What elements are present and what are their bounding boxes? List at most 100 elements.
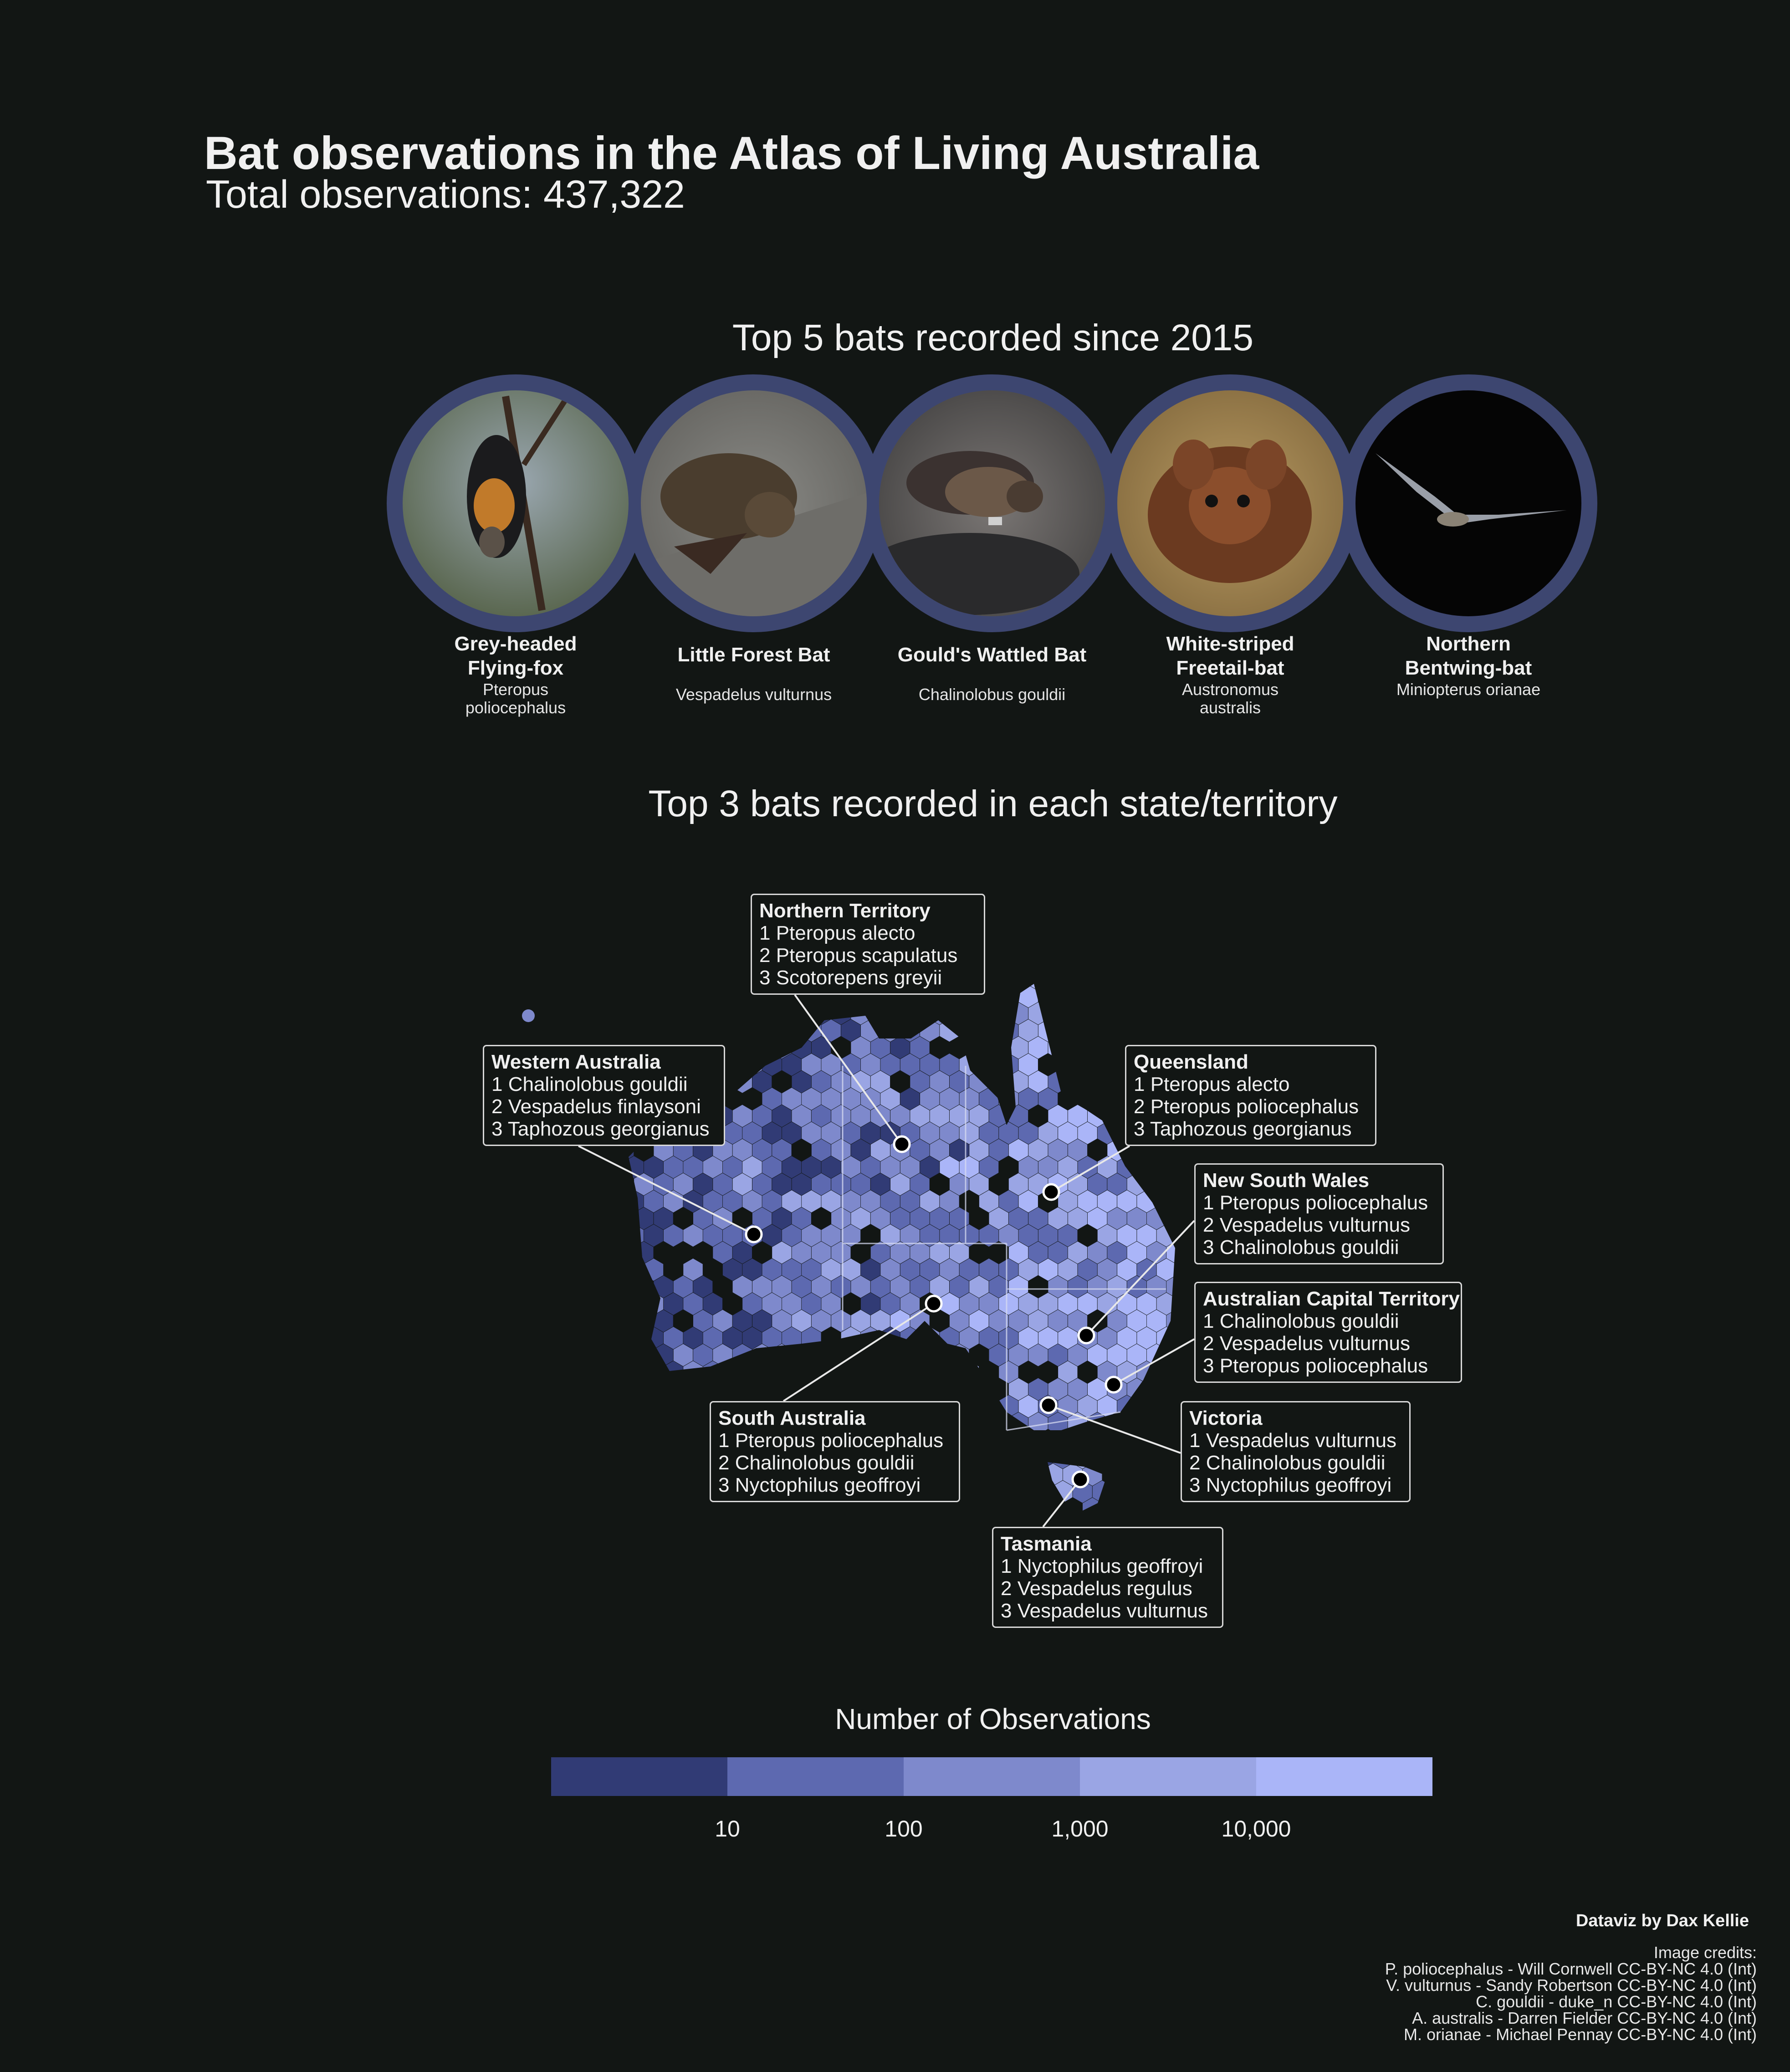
hex-cell [1107,1275,1127,1298]
hex-cell [1088,1070,1107,1093]
hex-cell [1018,1259,1038,1281]
state-name: New South Wales [1203,1169,1370,1192]
hex-cell [1146,1173,1166,1196]
hex-cell [732,1070,752,1093]
hex-cell [782,1259,802,1281]
hex-cell [821,1361,841,1383]
state-name: Queensland [1134,1051,1248,1073]
hex-cell [1127,1310,1147,1332]
hex-cell [861,1190,880,1213]
hex-cell [1088,1275,1107,1298]
hex-cell [969,1412,989,1430]
state-callout: Northern Territory 1 Pteropus alecto 2 Pte… [751,894,985,995]
hex-cell [880,1190,900,1213]
hex-cell [1146,1241,1166,1264]
hex-cell [792,1173,811,1196]
hex-cell [1018,1224,1038,1247]
hex-cell [1048,1036,1068,1059]
hex-cell [802,1054,821,1076]
state-marker [1105,1376,1123,1394]
hex-cell [1058,1122,1078,1144]
leader-lines [578,994,1195,1528]
hex-cell [989,1002,1008,1025]
legend-tick-label: 10,000 [1221,1816,1291,1842]
hex-cell [851,1275,870,1298]
hex-cell [713,1002,732,1025]
hex-cell [880,1224,900,1247]
hex-cell [1058,1395,1078,1417]
hex-cell [959,1361,979,1383]
state-species-item: 2 Vespadelus vulturnus [1203,1214,1410,1236]
hex-cell [703,985,723,1008]
hex-cell [1088,1002,1107,1025]
hex-cell [1048,1480,1053,1503]
hex-cell [1127,1344,1147,1366]
legend-tick-label: 1,000 [1051,1816,1109,1842]
hex-cell [1058,985,1078,1008]
hex-cell [920,1224,940,1247]
legend-tick-label: 10 [715,1816,740,1842]
hex-cell [1018,1395,1038,1417]
hex-cell [940,1224,959,1247]
hex-cell [742,1019,762,1042]
hex-grid [629,984,1175,1430]
hex-cell [979,1054,999,1076]
state-species-item: 1 Chalinolobus gouldii [1203,1310,1399,1332]
hex-cell [959,1293,979,1315]
hex-cell [949,1207,969,1230]
state-marker [893,1135,911,1153]
state-callout: New South Wales 1 Pteropus poliocephalus 2… [1194,1163,1444,1264]
hex-cell [782,1156,802,1178]
hex-cell [762,1293,782,1315]
hex-cell [870,1002,890,1025]
hex-cell [1038,1224,1058,1247]
hex-cell [949,1139,969,1161]
hex-cell [782,1293,802,1315]
hex-cell [742,1259,762,1281]
hex-cell [979,1122,999,1144]
hex-cell [693,1310,713,1332]
hex-cell [1068,1207,1088,1230]
hex-cell [792,1310,811,1332]
hex-cell [910,1105,930,1127]
hex-cell [634,984,654,991]
hex-cell [851,1105,870,1127]
hex-cell [1068,1275,1088,1298]
hex-cell [664,1156,683,1178]
hex-cell [1097,985,1117,1008]
hex-cell [1107,1070,1127,1093]
hex-cell [989,1036,1008,1059]
hex-cell [1127,1412,1147,1430]
hex-cell [782,1054,802,1076]
hex-cell [900,1361,920,1383]
image-credit-line: P. poliocephalus - Will Cornwell CC-BY-N… [1385,1959,1757,1978]
hex-cell [1127,1241,1147,1264]
hex-cell [880,1293,900,1315]
hex-cell [673,1378,693,1401]
hex-cell [1137,1293,1156,1315]
hex-cell [949,1310,969,1332]
hex-cell [1107,984,1127,991]
hex-cell [1137,1395,1156,1417]
hex-cell [629,1241,634,1264]
hex-cell [880,1156,900,1178]
leader-line [794,994,903,1145]
hex-cell [1068,1139,1088,1161]
hex-cell [831,1139,851,1161]
hex-cell [703,1190,723,1213]
hex-cell [1058,1156,1078,1178]
hex-cell [683,985,703,1008]
hex-cell [1058,1327,1078,1349]
hex-cell [1146,1412,1166,1430]
hex-cell [989,1310,1008,1332]
state-name: Australian Capital Territory [1203,1288,1460,1310]
hex-cell [782,1019,802,1042]
hex-cell [999,1190,1018,1213]
hex-cell [870,1241,890,1264]
hex-cell [1107,1344,1127,1366]
state-name: Tasmania [1001,1533,1092,1555]
hex-cell [732,1241,752,1264]
hex-cell [634,1002,654,1025]
hex-cell [821,1224,841,1247]
hex-cell [1088,1173,1107,1196]
